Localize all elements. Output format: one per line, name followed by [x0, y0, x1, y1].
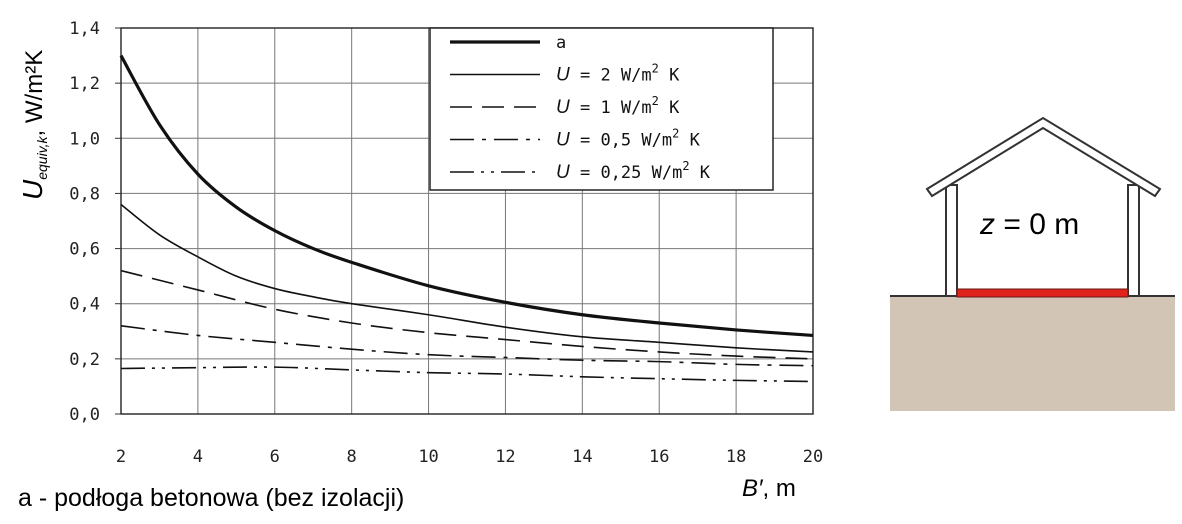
x-tick-label: 10 [418, 447, 438, 467]
x-tick-label: 16 [649, 447, 669, 467]
series-line-1 [120, 203, 814, 353]
plot-series [119, 54, 814, 383]
house-diagram: z = 0 m [890, 116, 1175, 411]
series-line-4 [120, 366, 814, 383]
house-label: z = 0 m [979, 208, 1079, 241]
roof [925, 116, 1162, 198]
wall-right [1127, 184, 1140, 297]
footnote: a - podłoga betonowa (bez izolacji) [18, 484, 405, 512]
series-line-0 [119, 54, 814, 338]
legend-label-0: a [556, 33, 566, 53]
legend-label-4: U = 0,25 W/m2 K [556, 159, 711, 183]
legend-label-1: U = 2 W/m2 K [556, 62, 680, 86]
x-tick-label: 6 [270, 447, 280, 467]
x-tick-label: 20 [803, 447, 823, 467]
series-line-2 [120, 269, 814, 360]
y-tick-label: 0,8 [69, 184, 100, 204]
axis-labels: Uequiv,k, W/m²K B′, m [17, 50, 796, 502]
legend-box [429, 27, 774, 191]
y-tick-label: 1,2 [69, 74, 100, 94]
x-tick-label: 4 [193, 447, 203, 467]
wall-left [945, 184, 958, 297]
floor-slab [956, 288, 1129, 298]
x-tick-label: 12 [495, 447, 515, 467]
legend: a U = 2 W/m2 K U = 1 W/m2 K U = 0,5 W/m2 K U… [429, 27, 774, 191]
x-tick-label: 18 [726, 447, 746, 467]
y-tick-label: 1,4 [69, 19, 100, 39]
x-tick-label: 8 [347, 447, 357, 467]
y-axis-label: Uequiv,k, W/m²K [17, 50, 50, 200]
y-tick-label: 0,4 [69, 295, 100, 315]
x-axis-label: B′, m [742, 475, 796, 502]
y-tick-label: 0,0 [69, 405, 100, 425]
legend-label-2: U = 1 W/m2 K [556, 94, 680, 118]
y-tick-label: 1,0 [69, 129, 100, 149]
y-tick-label: 0,2 [69, 350, 100, 370]
y-tick-label: 0,6 [69, 240, 100, 260]
ground-block [890, 296, 1175, 411]
legend-label-3: U = 0,5 W/m2 K [556, 127, 701, 151]
x-tick-label: 14 [572, 447, 592, 467]
series-line-3 [120, 324, 814, 367]
x-tick-label: 2 [116, 447, 126, 467]
axis-ticks: 2 4 6 8 10 12 14 16 18 20 0,0 0,2 0,4 0,6 0,8 1,0 1,2 1,4 [69, 19, 823, 467]
